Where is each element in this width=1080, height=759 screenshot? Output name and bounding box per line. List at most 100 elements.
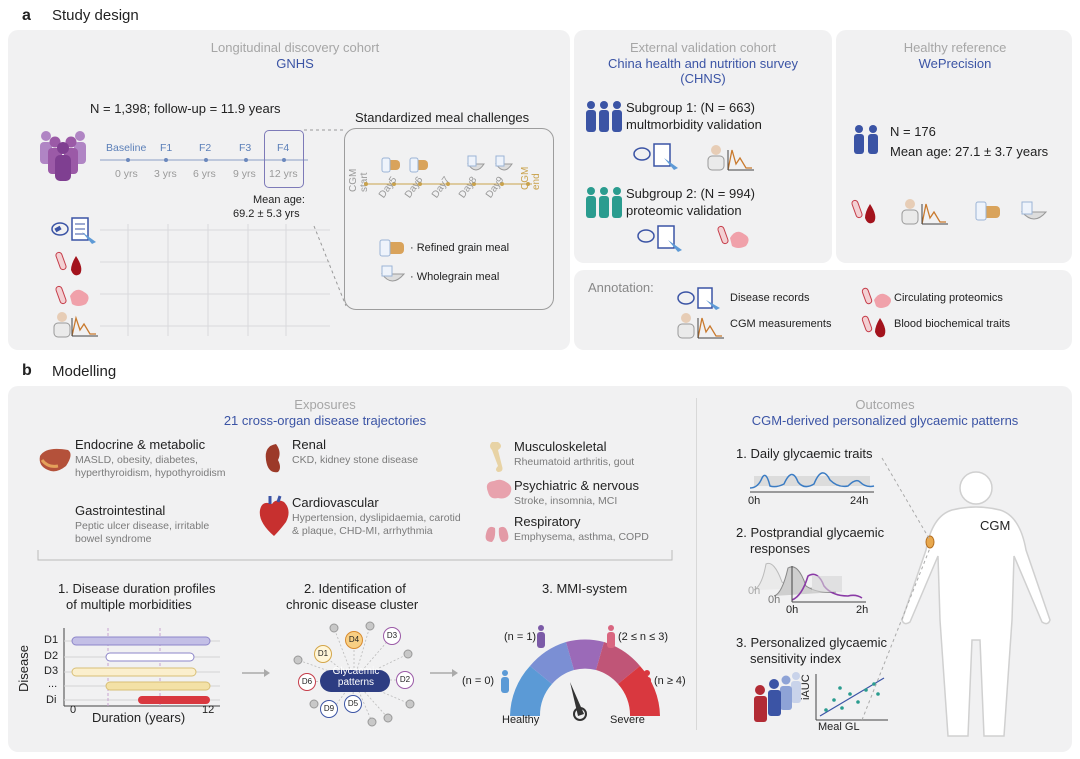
bowl-icon bbox=[381, 265, 406, 282]
connector-dashed-lines bbox=[304, 129, 347, 307]
duration-bar bbox=[71, 636, 211, 646]
cgm-person-icon bbox=[707, 145, 754, 171]
cluster-center-label: Glycaemic patterns bbox=[318, 666, 394, 688]
category-renal-detail: CKD, kidney stone disease bbox=[292, 454, 419, 466]
mean-age-value: 69.2 ± 5.3 yrs bbox=[233, 208, 300, 220]
step1-row-label: D1 bbox=[44, 634, 59, 646]
bread-icon bbox=[381, 157, 400, 173]
trait2-x2: 2h bbox=[856, 604, 869, 616]
healthy-heading: Healthy reference bbox=[903, 40, 1007, 55]
step1-row-label: D2 bbox=[44, 650, 59, 662]
healthy-data-icons bbox=[851, 199, 1048, 225]
timepoint-year: 9 yrs bbox=[233, 168, 256, 180]
bone-icon bbox=[490, 442, 503, 472]
bread-icon bbox=[975, 201, 1000, 221]
outcomes-heading: Outcomes bbox=[855, 397, 915, 412]
trait2-x0c: 0h bbox=[786, 604, 799, 616]
timepoint-year: 0 yrs bbox=[115, 168, 138, 180]
step3-title: 3. MMI-system bbox=[542, 581, 628, 596]
person-icon bbox=[643, 670, 651, 693]
timepoint-year: 3 yrs bbox=[154, 168, 177, 180]
healthy-name: WePrecision bbox=[918, 56, 992, 71]
mmi-n4-label: (n ≥ 4) bbox=[654, 675, 686, 687]
timeline-axis bbox=[100, 158, 308, 162]
discovery-name: GNHS bbox=[276, 56, 314, 71]
brain-icon bbox=[486, 479, 512, 499]
section-letter-a: a bbox=[22, 7, 31, 24]
blood-tube-icon bbox=[55, 251, 82, 276]
outcome-leader-lines bbox=[861, 457, 931, 721]
annotation-blood-biochemical: Blood biochemical traits bbox=[894, 318, 1011, 330]
cluster-center-line2: patterns bbox=[337, 677, 375, 688]
cgm-person-icon bbox=[901, 199, 948, 225]
meal-challenges-box bbox=[344, 128, 554, 310]
trait2-line1: 2. Postprandial glycaemic bbox=[736, 525, 885, 540]
duration-bar bbox=[105, 681, 211, 691]
cgm-person-icon bbox=[53, 312, 98, 338]
cluster-node: D9 bbox=[320, 700, 338, 718]
legend-wholegrain-text: Wholegrain meal bbox=[416, 271, 500, 283]
exposures-heading: Exposures bbox=[294, 397, 356, 412]
trait3-x-label: Meal GL bbox=[818, 721, 860, 733]
external-cohort-panel bbox=[574, 30, 832, 263]
subgroup2-people-icon bbox=[586, 187, 622, 218]
step1-row-label: ... bbox=[48, 678, 58, 690]
healthy-mean-age: Mean age: 27.1 ± 3.7 years bbox=[890, 144, 1049, 159]
mmi-n23-label: (2 ≤ n ≤ 3) bbox=[618, 631, 668, 643]
bowl-icon bbox=[1020, 201, 1048, 220]
meal-challenges-title: Standardized meal challenges bbox=[353, 110, 532, 125]
people-group-icon bbox=[40, 131, 86, 181]
duration-bar bbox=[105, 652, 195, 662]
lungs-icon bbox=[485, 518, 509, 542]
cgm-person-icon bbox=[677, 313, 724, 339]
kidney-icon bbox=[265, 444, 280, 473]
cluster-node: D2 bbox=[396, 671, 414, 689]
step1-title-line1: 1. Disease duration profiles bbox=[58, 581, 216, 596]
step2-title-line1: 2. Identification of bbox=[304, 581, 406, 596]
step1-x-max: 12 bbox=[202, 704, 215, 716]
duration-bars bbox=[63, 628, 220, 707]
trait2-x0a: 0h bbox=[748, 585, 761, 597]
category-renal-title: Renal bbox=[292, 437, 326, 452]
disease-record-icon bbox=[637, 225, 682, 252]
timepoint-year: 12 yrs bbox=[269, 168, 298, 180]
timepoint-label: F1 bbox=[160, 142, 173, 154]
section-title-study-design: Study design bbox=[52, 7, 139, 24]
arrow-right-icon bbox=[242, 669, 270, 677]
step1-x-label: Duration (years) bbox=[92, 710, 186, 725]
subgroup1-people-icon bbox=[586, 101, 622, 132]
timepoint-year: 6 yrs bbox=[193, 168, 216, 180]
timepoint-label: Baseline bbox=[106, 142, 147, 154]
blood-tube-icon bbox=[861, 315, 886, 338]
category-resp-detail: Emphysema, asthma, COPD bbox=[514, 531, 649, 543]
mmi-n0-label: (n = 0) bbox=[462, 675, 495, 687]
disease-record-icon bbox=[677, 287, 720, 310]
healthy-n-text: N = 176 bbox=[890, 124, 936, 139]
blood-tube-icon bbox=[851, 199, 876, 224]
annotation-circulating-proteomics: Circulating proteomics bbox=[894, 292, 1003, 304]
cluster-center-line1: Glycaemic bbox=[332, 666, 380, 677]
person-icon bbox=[501, 670, 509, 693]
trait3-y-label: iAUC bbox=[800, 674, 812, 700]
bread-icon bbox=[409, 157, 428, 173]
trait3-line2: sensitivity index bbox=[750, 651, 842, 666]
annotation-icons-right bbox=[861, 287, 891, 338]
duration-bar bbox=[138, 696, 210, 704]
mmi-severe-label: Severe bbox=[610, 714, 645, 726]
step1-y-label: Disease bbox=[16, 645, 31, 692]
subgroup2-line2: proteomic validation bbox=[626, 203, 742, 218]
cluster-node: D1 bbox=[314, 645, 332, 663]
duration-bar bbox=[71, 667, 197, 677]
annotation-icons-left bbox=[677, 287, 724, 339]
bowl-icon bbox=[495, 155, 513, 171]
meal-schedule-axis bbox=[364, 155, 532, 186]
step1-x-min: 0 bbox=[70, 704, 77, 716]
protein-icon bbox=[861, 287, 891, 308]
cgm-body-label: CGM bbox=[980, 518, 1011, 533]
subgroup1-icons bbox=[633, 143, 754, 171]
category-musculo-title: Musculoskeletal bbox=[514, 439, 607, 454]
human-body-icon bbox=[901, 471, 1051, 737]
category-cardio-detail: Hypertension, dyslipidaemia, carotid & p… bbox=[292, 512, 461, 537]
person-icon bbox=[537, 625, 545, 648]
mmi-healthy-label: Healthy bbox=[502, 714, 540, 726]
